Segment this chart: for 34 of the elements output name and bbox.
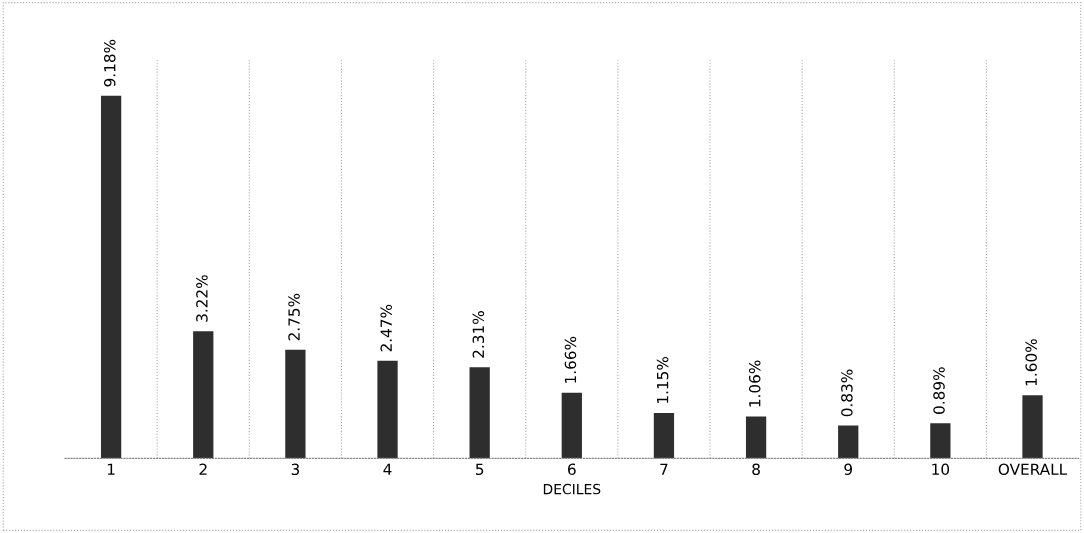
data-label: 2.47% — [380, 304, 392, 352]
x-axis-title: DECILES — [543, 483, 601, 495]
data-label: 2.75% — [288, 293, 300, 341]
bar — [100, 95, 122, 459]
bar — [469, 367, 490, 459]
bar — [193, 331, 214, 459]
data-label: 0.83% — [841, 369, 853, 417]
x-tick-label: 5 — [475, 463, 484, 476]
data-label: 1.66% — [564, 336, 577, 383]
x-tick-label: 7 — [660, 463, 668, 475]
data-label: 1.15% — [656, 356, 669, 403]
x-tick-label: OVERALL — [998, 463, 1068, 476]
data-label: 2.31% — [472, 311, 485, 358]
data-label: 9.18% — [103, 39, 116, 87]
bar — [745, 416, 767, 459]
data-label: 0.89% — [933, 367, 945, 414]
bar — [930, 423, 951, 459]
x-tick-label: 1 — [107, 463, 115, 475]
x-tick-label: 3 — [291, 463, 300, 476]
bar — [285, 349, 306, 459]
data-label: 1.06% — [748, 360, 761, 407]
data-label: 1.60% — [1025, 339, 1037, 386]
x-tick-label: 9 — [844, 463, 853, 476]
data-label: 3.22% — [196, 275, 208, 322]
x-tick-label: 4 — [383, 463, 392, 475]
x-tick-label: 8 — [752, 463, 760, 476]
x-tick-label: 6 — [568, 463, 576, 476]
bar — [838, 425, 859, 459]
x-tick-label: 10 — [932, 463, 950, 476]
bar — [561, 392, 582, 459]
bar — [377, 360, 398, 459]
x-tick-label: 2 — [199, 463, 207, 475]
bar — [653, 412, 675, 459]
bar — [1022, 395, 1043, 459]
